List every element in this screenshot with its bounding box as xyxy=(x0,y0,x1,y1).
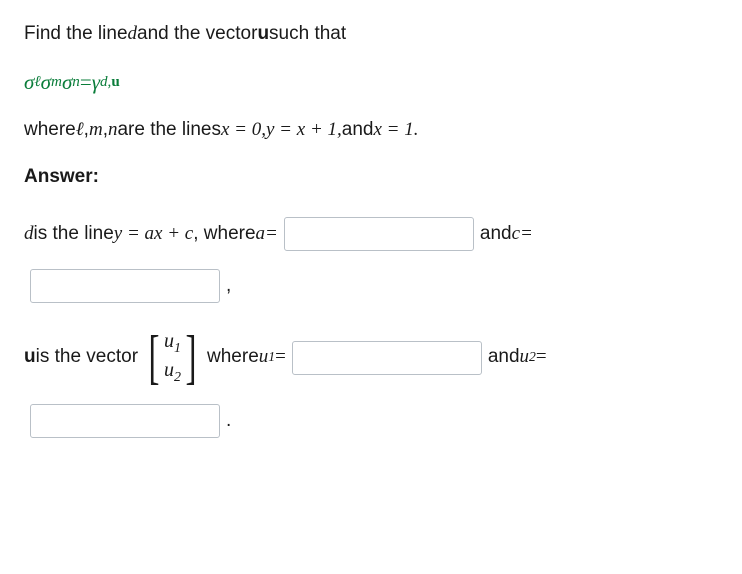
and-text: and xyxy=(342,116,374,145)
right-bracket: ] xyxy=(186,332,197,383)
c-label: c= xyxy=(512,220,533,249)
answer-c-row: , xyxy=(24,269,718,303)
composition-equation: σ ℓ σ m σ n = γ d , u xyxy=(24,67,718,99)
u-is: is the vector xyxy=(36,343,138,372)
d-where: , where xyxy=(193,220,255,249)
d-eq: y = ax + c xyxy=(114,220,193,249)
gamma: γ xyxy=(92,67,100,99)
input-c[interactable] xyxy=(30,269,220,303)
u-var: u xyxy=(24,343,36,372)
input-u1[interactable] xyxy=(292,341,482,375)
u2-eq: = xyxy=(536,343,547,372)
u2-var: u xyxy=(520,343,530,372)
gamma-sub-d: d xyxy=(100,71,108,94)
u-period: . xyxy=(226,407,231,436)
intro-u: u xyxy=(257,20,269,49)
answer-u-row: u is the vector [ u1 u2 ] where u 1 = an… xyxy=(24,329,718,386)
gamma-sub-u: u xyxy=(111,71,119,94)
line-3: x = 1. xyxy=(373,116,418,145)
sigma-3-sub: n xyxy=(72,71,80,94)
answer-d-row: d is the line y = ax + c , where a= and … xyxy=(24,217,718,251)
where-n: n xyxy=(108,116,118,145)
sigma-2: σ xyxy=(41,67,51,99)
left-bracket: [ xyxy=(149,332,160,383)
problem-intro: Find the line d and the vector u such th… xyxy=(24,20,718,49)
d-var: d xyxy=(24,220,34,249)
intro-text-2: and the vector xyxy=(137,20,257,49)
u2-sub: 2 xyxy=(529,347,536,368)
c-and: and xyxy=(480,220,512,249)
vector-bracket: [ u1 u2 ] xyxy=(144,329,201,386)
answer-label: Answer: xyxy=(24,163,99,192)
sigma-3: σ xyxy=(62,67,72,99)
eq-sign: = xyxy=(80,67,92,99)
u1-var: u xyxy=(259,343,269,372)
u1-eq: = xyxy=(275,343,286,372)
where-lines: where ℓ , m , n are the lines x = 0, y =… xyxy=(24,116,718,145)
intro-d: d xyxy=(128,20,138,49)
vec-u1: u1 xyxy=(164,329,181,358)
u1-sub: 1 xyxy=(268,347,275,368)
line-2: y = x + 1, xyxy=(266,116,342,145)
where-are: are the lines xyxy=(117,116,221,145)
answer-heading: Answer: xyxy=(24,163,718,192)
answer-u2-row: . xyxy=(24,404,718,438)
a-label: a= xyxy=(256,220,278,249)
line-1: x = 0, xyxy=(221,116,266,145)
input-a[interactable] xyxy=(284,217,474,251)
input-u2[interactable] xyxy=(30,404,220,438)
sigma-2-sub: m xyxy=(51,71,62,94)
where-l: ℓ xyxy=(76,116,84,145)
d-is: is the line xyxy=(34,220,114,249)
intro-text-1: Find the line xyxy=(24,20,128,49)
intro-text-3: such that xyxy=(269,20,346,49)
sigma-1: σ xyxy=(24,67,34,99)
where-prefix: where xyxy=(24,116,76,145)
vec-u2: u2 xyxy=(164,358,181,387)
u-where: where xyxy=(207,343,259,372)
where-m: m xyxy=(89,116,103,145)
u2-and: and xyxy=(488,343,520,372)
c-comma: , xyxy=(226,272,231,301)
